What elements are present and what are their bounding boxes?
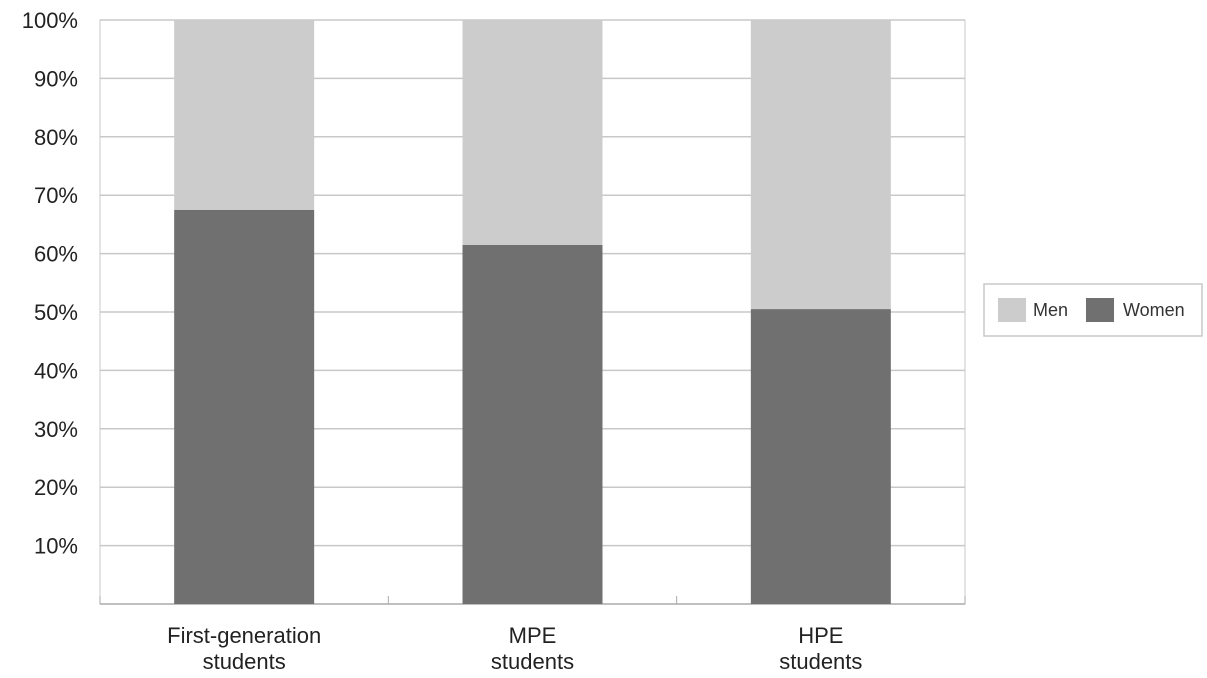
legend-swatch-women [1086, 298, 1114, 322]
y-tick-label: 100% [22, 8, 78, 33]
y-tick-label: 20% [34, 475, 78, 500]
y-tick-label: 30% [34, 417, 78, 442]
x-tick-label: HPE [798, 623, 843, 648]
bar-men [174, 20, 315, 210]
bar-men [462, 20, 603, 245]
bar-women [462, 244, 603, 604]
y-tick-label: 70% [34, 183, 78, 208]
y-tick-label: 10% [34, 534, 78, 559]
x-tick-label: students [203, 649, 286, 673]
y-tick-label: 80% [34, 125, 78, 150]
bar-women [750, 309, 891, 604]
bar-men [750, 20, 891, 310]
legend-label-men: Men [1033, 300, 1068, 320]
y-tick-label: 50% [34, 300, 78, 325]
y-tick-label: 60% [34, 242, 78, 267]
legend-swatch-men [998, 298, 1026, 322]
bar-women [174, 209, 315, 605]
x-tick-label: First-generation [167, 623, 321, 648]
x-tick-label: MPE [509, 623, 557, 648]
y-tick-label: 40% [34, 358, 78, 383]
x-tick-label: students [779, 649, 862, 673]
legend-label-women: Women [1123, 300, 1185, 320]
y-tick-label: 90% [34, 66, 78, 91]
x-tick-label: students [491, 649, 574, 673]
